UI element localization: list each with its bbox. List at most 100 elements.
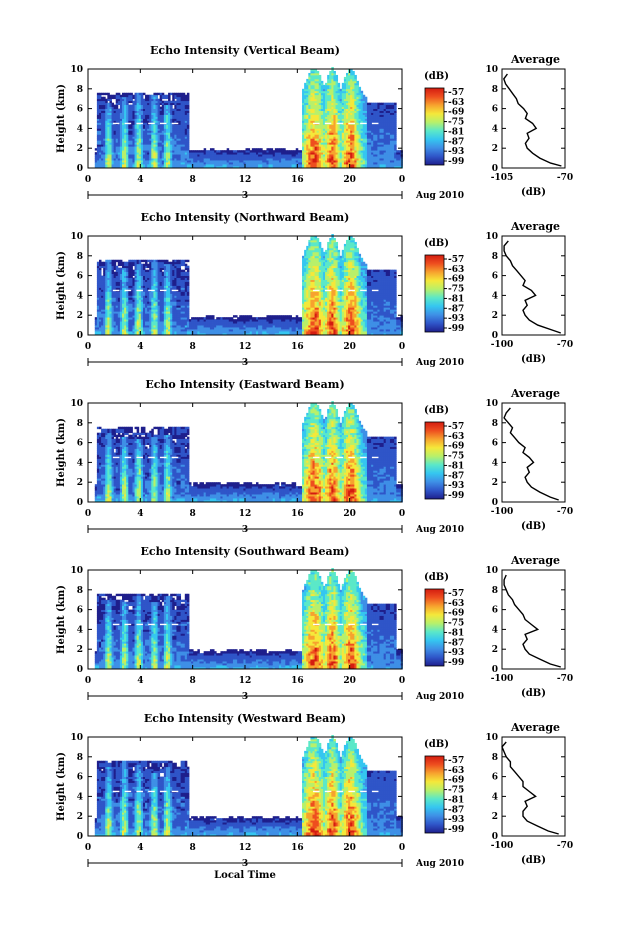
heatmap-cell (320, 140, 324, 143)
heatmap-cell (151, 146, 154, 149)
heatmap-cell (302, 114, 305, 117)
heatmap-cell (119, 106, 123, 109)
heatmap-cell (186, 140, 190, 143)
heatmap-cell (113, 136, 117, 139)
heatmap-cell (312, 134, 315, 137)
heatmap-cell (327, 96, 330, 100)
heatmap-cell (258, 160, 261, 163)
heatmap-cell (101, 106, 104, 109)
heatmap-cell (113, 112, 117, 115)
heatmap-cell (107, 102, 110, 106)
heatmap-cell (341, 132, 345, 135)
heatmap-cell (186, 102, 190, 106)
heatmap-cell (157, 112, 161, 115)
heatmap-cell (132, 160, 135, 163)
heatmap-cell (145, 124, 148, 127)
heatmap-cell (138, 92, 142, 96)
heatmap-cell (264, 162, 267, 165)
heatmap-cell (258, 162, 261, 165)
heatmap-cell (333, 76, 336, 80)
heatmap-cell (140, 102, 144, 106)
heatmap-cell (96, 148, 100, 151)
heatmap-cell (314, 86, 318, 90)
heatmap-cell (119, 138, 123, 141)
heatmap-cell (302, 118, 305, 121)
heatmap-cell (178, 110, 182, 113)
heatmap-cell (184, 150, 188, 153)
heatmap-cell (193, 164, 196, 167)
heatmap-cell (314, 94, 318, 98)
heatmap-cell (178, 128, 182, 131)
heatmap-cell (161, 94, 165, 98)
heatmap-cell (105, 150, 108, 153)
heatmap-cell (134, 120, 138, 123)
heatmap-cell (310, 100, 313, 104)
heatmap-cell (304, 112, 307, 115)
heatmap-cell (105, 104, 108, 108)
heatmap-cell (318, 166, 322, 169)
heatmap-cell (337, 110, 341, 113)
heatmap-cell (151, 142, 154, 145)
heatmap-cell (304, 120, 307, 123)
heatmap-cell (333, 72, 336, 76)
heatmap-cell (145, 160, 148, 163)
heatmap-cell (98, 136, 102, 139)
heatmap-cell (316, 154, 320, 157)
heatmap-cell (176, 96, 179, 100)
heatmap-cell (310, 132, 313, 135)
heatmap-cell (94, 166, 98, 169)
heatmap-cell (297, 166, 301, 169)
heatmap-cell (329, 126, 332, 129)
heatmap-cell (130, 108, 133, 111)
heatmap-cell (302, 142, 305, 145)
heatmap-cell (333, 74, 336, 78)
heatmap-cell (124, 162, 127, 165)
heatmap-cell (207, 158, 211, 161)
heatmap-cell (115, 112, 119, 115)
heatmap-cell (128, 108, 131, 111)
heatmap-cell (329, 136, 332, 139)
heatmap-cell (325, 94, 328, 98)
heatmap-cell (337, 142, 341, 145)
heatmap-cell (142, 92, 146, 96)
heatmap-cell (170, 120, 173, 123)
heatmap-cell (335, 100, 339, 104)
heatmap-cell (304, 116, 307, 119)
heatmap-cell (262, 150, 265, 153)
heatmap-cell (165, 144, 169, 147)
heatmap-cell (322, 132, 326, 135)
heatmap-cell (335, 102, 339, 106)
heatmap-cell (170, 138, 173, 141)
x-tick-label: 0 (399, 175, 405, 185)
heatmap-cell (186, 126, 190, 129)
heatmap-cell (115, 140, 119, 143)
heatmap-cell (168, 102, 171, 106)
heatmap-cell (304, 134, 307, 137)
heatmap-cell (159, 94, 163, 98)
heatmap-cell (182, 108, 186, 111)
heatmap-cell (111, 152, 115, 155)
heatmap-cell (329, 90, 332, 94)
heatmap-cell (178, 94, 182, 98)
heatmap-cell (337, 106, 341, 109)
heatmap-cell (165, 136, 169, 139)
heatmap-cell (176, 156, 179, 159)
heatmap-cell (119, 130, 123, 133)
heatmap-cell (151, 104, 154, 108)
heatmap-cell (136, 144, 140, 147)
heatmap-cell (230, 158, 234, 161)
heatmap-cell (103, 136, 106, 139)
heatmap-cell (322, 102, 326, 106)
heatmap-cell (191, 162, 194, 165)
heatmap-cell (161, 158, 165, 161)
x-tick-label: 20 (343, 175, 356, 185)
heatmap-cell (168, 142, 171, 145)
heatmap-cell (122, 160, 125, 163)
heatmap-cell (308, 152, 311, 155)
heatmap-cell (176, 94, 179, 98)
heatmap-cell (327, 118, 330, 121)
heatmap-cell (335, 160, 339, 163)
heatmap-cell (149, 108, 152, 111)
heatmap-cell (327, 120, 330, 123)
heatmap-cell (184, 118, 188, 121)
